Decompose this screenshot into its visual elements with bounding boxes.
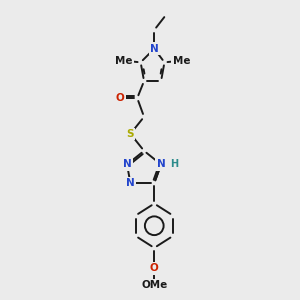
Text: N: N — [150, 44, 159, 54]
Text: O: O — [116, 93, 124, 103]
Text: N: N — [157, 160, 165, 170]
Text: N: N — [123, 160, 131, 170]
Text: N: N — [126, 178, 135, 188]
Text: O: O — [150, 263, 159, 273]
Text: S: S — [127, 129, 134, 139]
Text: Me: Me — [173, 56, 190, 66]
Text: OMe: OMe — [141, 280, 167, 290]
Text: Me: Me — [115, 56, 132, 66]
Text: H: H — [170, 160, 178, 170]
